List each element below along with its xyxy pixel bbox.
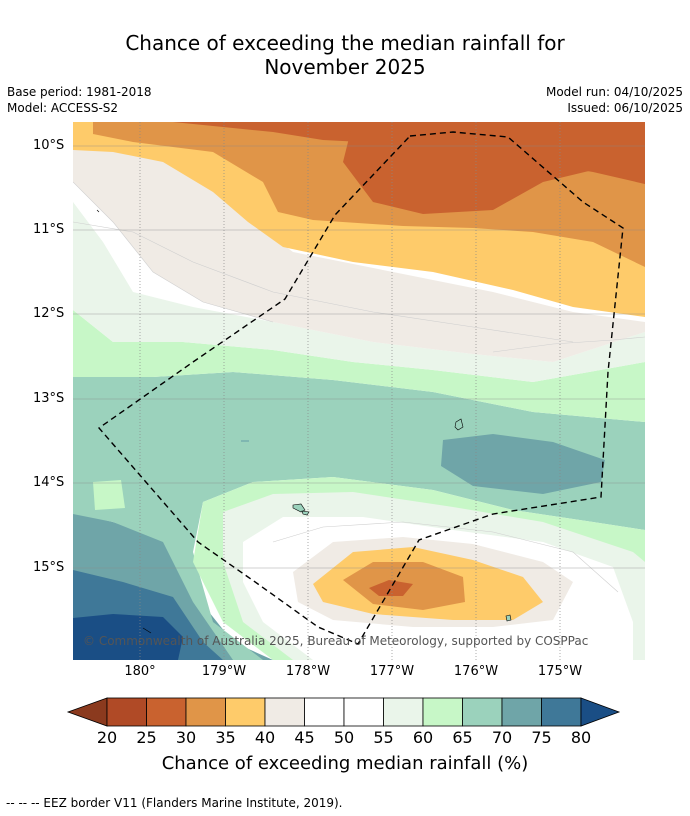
colorbar-segment xyxy=(185,697,226,727)
colorbar-tick-label: 50 xyxy=(333,728,355,747)
base-period: Base period: 1981-2018 xyxy=(7,85,152,99)
colorbar-tick-label: 35 xyxy=(215,728,236,747)
colorbar-tick-label: 25 xyxy=(136,728,157,747)
band-55-60 xyxy=(73,202,645,382)
colorbar-segment xyxy=(146,697,187,727)
issued-date: Issued: 06/10/2025 xyxy=(567,101,683,115)
map-title-line1: Chance of exceeding the median rainfall … xyxy=(125,31,565,55)
map-title-line2: November 2025 xyxy=(264,55,426,79)
colorbar-tick-label: 80 xyxy=(570,728,592,747)
colorbar xyxy=(66,697,621,727)
colorbar-tick-label: 55 xyxy=(373,728,394,747)
eez-footnote: -- -- -- EEZ border V11 (Flanders Marine… xyxy=(6,796,343,810)
band-70-75-east xyxy=(441,434,605,494)
colorbar-tick-label: 45 xyxy=(294,728,315,747)
colorbar-extend-high xyxy=(580,697,621,727)
lon-label-178W: 178°W xyxy=(285,664,331,679)
colorbar-segment xyxy=(304,697,345,727)
islands xyxy=(96,209,512,634)
copyright-notice: © Commonwealth of Australia 2025, Bureau… xyxy=(83,634,588,648)
colorbar-tick-label: 70 xyxy=(491,728,513,747)
colorbar-tick-label: 20 xyxy=(96,728,118,747)
colorbar-tick-label: 40 xyxy=(254,728,276,747)
colorbar-segment xyxy=(343,697,384,727)
colorbar-segment xyxy=(225,697,266,727)
colorbar-tick-label: 75 xyxy=(531,728,552,747)
lat-label-12S: 12°S xyxy=(33,306,65,321)
colorbar-segment xyxy=(383,697,424,727)
lon-label-180: 180° xyxy=(124,664,156,679)
band-60-65 xyxy=(73,310,645,422)
colorbar-tick-label: 65 xyxy=(452,728,473,747)
band-60-65-patch xyxy=(93,480,125,510)
lon-label-177W: 177°W xyxy=(369,664,415,679)
colorbar-segment xyxy=(106,697,147,727)
graticule xyxy=(73,122,645,660)
lon-label-179W: 179°W xyxy=(201,664,247,679)
model-name: Model: ACCESS-S2 xyxy=(7,101,119,115)
lat-label-13S: 13°S xyxy=(33,391,65,406)
colorbar-extend-low xyxy=(66,697,108,727)
lon-label-175W: 175°W xyxy=(537,664,583,679)
rainfall-map: © Commonwealth of Australia 2025, Bureau… xyxy=(73,122,645,660)
band-40-45-north xyxy=(73,140,645,362)
colorbar-segment xyxy=(422,697,463,727)
lat-label-15S: 15°S xyxy=(33,560,65,575)
eez-border xyxy=(97,131,624,645)
colorbar-title: Chance of exceeding median rainfall (%) xyxy=(161,753,529,774)
colorbar-segment xyxy=(541,697,582,727)
lon-label-176W: 176°W xyxy=(453,664,499,679)
band-25-30-north-lobe xyxy=(343,122,645,214)
model-run: Model run: 04/10/2025 xyxy=(545,85,683,99)
colorbar-tick-label: 30 xyxy=(175,728,197,747)
band-25-30-south xyxy=(369,580,413,596)
lat-label-10S: 10°S xyxy=(33,138,65,153)
lat-label-14S: 14°S xyxy=(33,475,65,490)
band-80-plus xyxy=(73,614,183,660)
lat-label-11S: 11°S xyxy=(33,222,65,237)
colorbar-tick-label: 60 xyxy=(412,728,434,747)
colorbar-segment xyxy=(501,697,542,727)
colorbar-segment xyxy=(264,697,305,727)
colorbar-segment xyxy=(462,697,503,727)
